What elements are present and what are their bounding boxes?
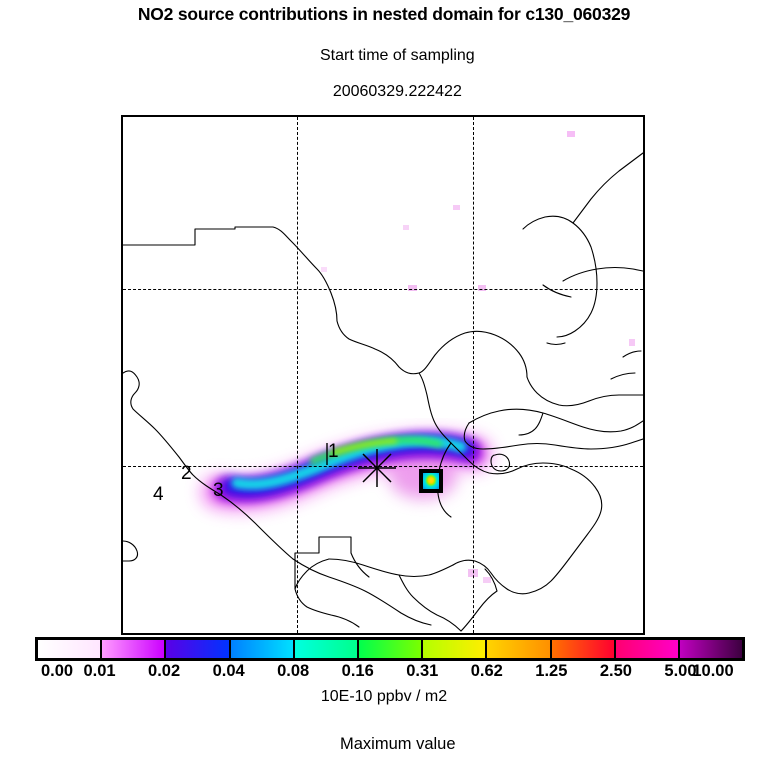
trajectory-label-2: 2 (181, 463, 192, 484)
sample-location-star-icon (358, 449, 396, 487)
trajectory-label-3: 3 (213, 480, 224, 501)
colorbar-segment-1 (102, 640, 167, 658)
colorbar-panel: 0.00 0.01 0.02 0.04 0.08 0.16 0.31 0.62 1.25 2.50… (35, 637, 745, 684)
figure-footer: Maximum value 0.984E-10 ppbv / m2 Total … (0, 716, 768, 768)
colorbar-tick-9: 2.50 (599, 662, 632, 680)
colorbar-segment-5 (358, 640, 424, 658)
colorbar-tick-0: 0.00 (40, 662, 74, 680)
page-title: NO2 source contributions in nested domai… (137, 4, 631, 24)
trajectory-tick-1 (326, 443, 328, 465)
colorbar-tick-5: 0.16 (341, 662, 374, 680)
colorbar-tick-6: 0.31 (406, 662, 439, 680)
gridline-longitude-2 (473, 117, 474, 633)
coastline-overlay (123, 152, 643, 632)
colorbar[interactable] (35, 637, 745, 661)
colorbar-segment-6 (423, 640, 488, 658)
max-value-label: Maximum value (339, 735, 456, 753)
colorbar-tick-3: 0.04 (212, 662, 245, 680)
start-time-value: 20060329.222422 (332, 83, 462, 100)
colorbar-tick-1: 0.01 (83, 662, 116, 680)
colorbar-segment-0 (38, 640, 103, 658)
gridline-latitude-1 (123, 289, 643, 290)
trajectory-label-4: 4 (153, 484, 164, 505)
colorbar-unit-label: 10E-10 ppbv / m2 (320, 688, 448, 705)
concentration-plume (201, 131, 635, 583)
summary-line: Maximum value 0.984E-10 ppbv / m2 Total … (0, 716, 768, 768)
map-canvas: 1 2 3 4 (123, 117, 643, 633)
colorbar-tick-4: 0.08 (277, 662, 310, 680)
colorbar-segment-3 (230, 640, 295, 658)
map-panel[interactable]: 1 2 3 4 (121, 115, 645, 635)
colorbar-segment-2 (166, 640, 231, 658)
colorbar-tick-10: 5.00 (664, 662, 697, 680)
colorbar-tick-labels: 0.00 0.01 0.02 0.04 0.08 0.16 0.31 0.62 1.25 2.50… (35, 662, 745, 684)
trajectory-label-1: 1 (328, 441, 339, 462)
start-time-label: Start time of sampling (319, 47, 475, 64)
colorbar-segment-7 (487, 640, 552, 658)
colorbar-tick-7: 0.62 (470, 662, 503, 680)
colorbar-tick-2: 0.02 (148, 662, 181, 680)
colorbar-tick-11: 10.00 (692, 662, 734, 680)
colorbar-segment-10 (679, 640, 743, 658)
gridline-latitude-2 (123, 466, 643, 467)
colorbar-segment-9 (615, 640, 680, 658)
colorbar-tick-8: 1.25 (535, 662, 568, 680)
gridline-longitude-1 (297, 117, 298, 633)
colorbar-segment-8 (551, 640, 616, 658)
release-site-square-marker[interactable] (419, 469, 443, 493)
colorbar-segment-4 (294, 640, 359, 658)
